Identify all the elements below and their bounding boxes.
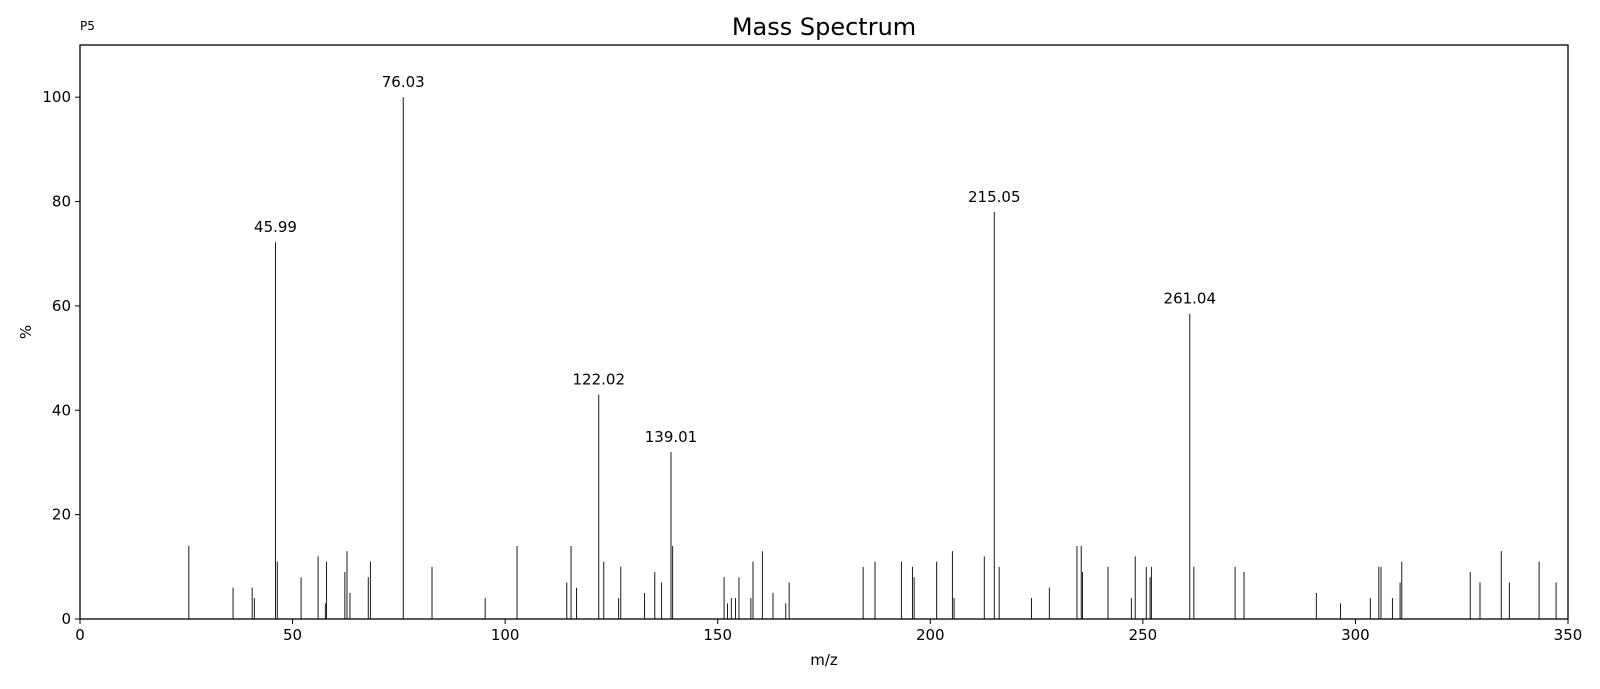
y-tick-label: 100 bbox=[42, 88, 71, 106]
y-tick-label: 0 bbox=[61, 610, 71, 628]
x-tick-label: 50 bbox=[283, 626, 302, 644]
x-tick-label: 300 bbox=[1341, 626, 1370, 644]
peak-label: 76.03 bbox=[382, 73, 425, 91]
y-tick-label: 20 bbox=[52, 506, 71, 524]
x-tick-label: 0 bbox=[75, 626, 85, 644]
x-tick-label: 150 bbox=[703, 626, 732, 644]
y-axis-ticks: 0 20 40 60 80 100 bbox=[42, 88, 80, 628]
y-tick-label: 80 bbox=[52, 193, 71, 211]
y-tick-label: 40 bbox=[52, 401, 71, 419]
peak-label: 215.05 bbox=[968, 188, 1021, 206]
x-tick-label: 350 bbox=[1554, 626, 1583, 644]
peak-label: 122.02 bbox=[573, 371, 626, 389]
x-axis-label: m/z bbox=[810, 651, 838, 669]
chart-title: Mass Spectrum bbox=[732, 13, 916, 41]
y-tick-label: 60 bbox=[52, 297, 71, 315]
x-tick-label: 100 bbox=[491, 626, 520, 644]
peak-labels: 45.99 76.03 122.02 139.01 215.05 261.04 bbox=[254, 73, 1216, 446]
y-axis-label: % bbox=[17, 325, 35, 339]
peak-label: 139.01 bbox=[645, 428, 698, 446]
plot-frame bbox=[79, 44, 1569, 620]
corner-label: P5 bbox=[80, 19, 95, 33]
x-tick-label: 200 bbox=[916, 626, 945, 644]
x-axis-ticks: 0 50 100 150 200 250 300 350 bbox=[75, 619, 1582, 644]
x-tick-label: 250 bbox=[1129, 626, 1158, 644]
peak-label: 261.04 bbox=[1164, 290, 1217, 308]
peak-lines bbox=[188, 97, 1557, 619]
peak-label: 45.99 bbox=[254, 218, 297, 236]
